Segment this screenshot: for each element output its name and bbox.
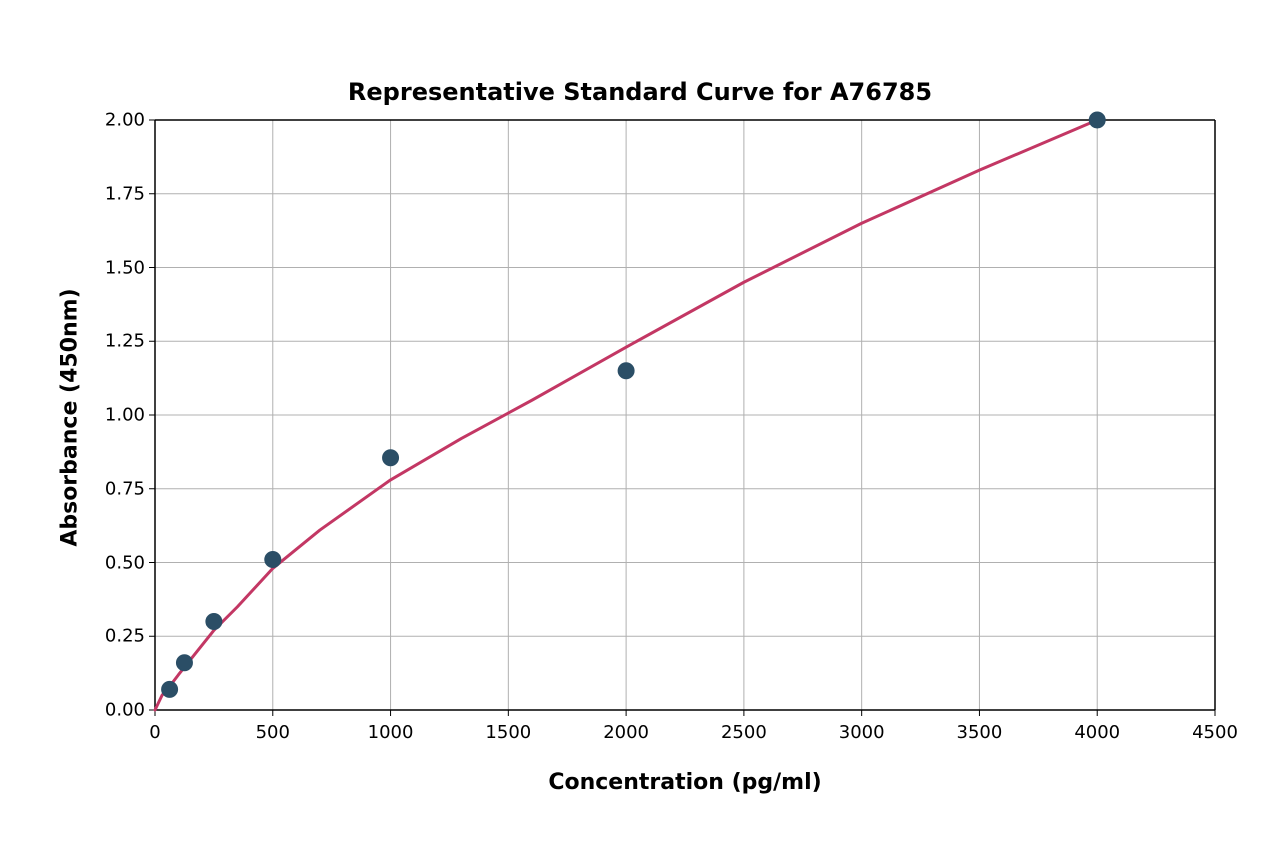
ytick-label: 1.00 xyxy=(75,405,145,426)
xtick-label: 0 xyxy=(149,722,160,743)
xtick-label: 4000 xyxy=(1074,722,1120,743)
data-point xyxy=(162,681,178,697)
plot-area xyxy=(145,110,1225,720)
xtick-label: 4500 xyxy=(1192,722,1238,743)
xtick-label: 3500 xyxy=(957,722,1003,743)
ytick-label: 0.50 xyxy=(75,552,145,573)
xtick-label: 3000 xyxy=(839,722,885,743)
data-point xyxy=(176,655,192,671)
ytick-label: 1.75 xyxy=(75,183,145,204)
data-point xyxy=(265,552,281,568)
xtick-label: 2500 xyxy=(721,722,767,743)
ytick-label: 2.00 xyxy=(75,110,145,131)
data-point xyxy=(618,363,634,379)
data-point xyxy=(383,450,399,466)
xtick-label: 500 xyxy=(256,722,290,743)
chart-title: Representative Standard Curve for A76785 xyxy=(0,78,1280,106)
xtick-label: 1500 xyxy=(485,722,531,743)
data-point xyxy=(1089,112,1105,128)
xtick-label: 2000 xyxy=(603,722,649,743)
x-axis-label: Concentration (pg/ml) xyxy=(155,770,1215,795)
xtick-label: 1000 xyxy=(368,722,414,743)
ytick-label: 1.50 xyxy=(75,257,145,278)
ytick-label: 0.25 xyxy=(75,626,145,647)
ytick-label: 0.00 xyxy=(75,700,145,721)
ytick-label: 0.75 xyxy=(75,478,145,499)
chart-container: Representative Standard Curve for A76785… xyxy=(0,0,1280,845)
data-point xyxy=(206,614,222,630)
ytick-label: 1.25 xyxy=(75,331,145,352)
